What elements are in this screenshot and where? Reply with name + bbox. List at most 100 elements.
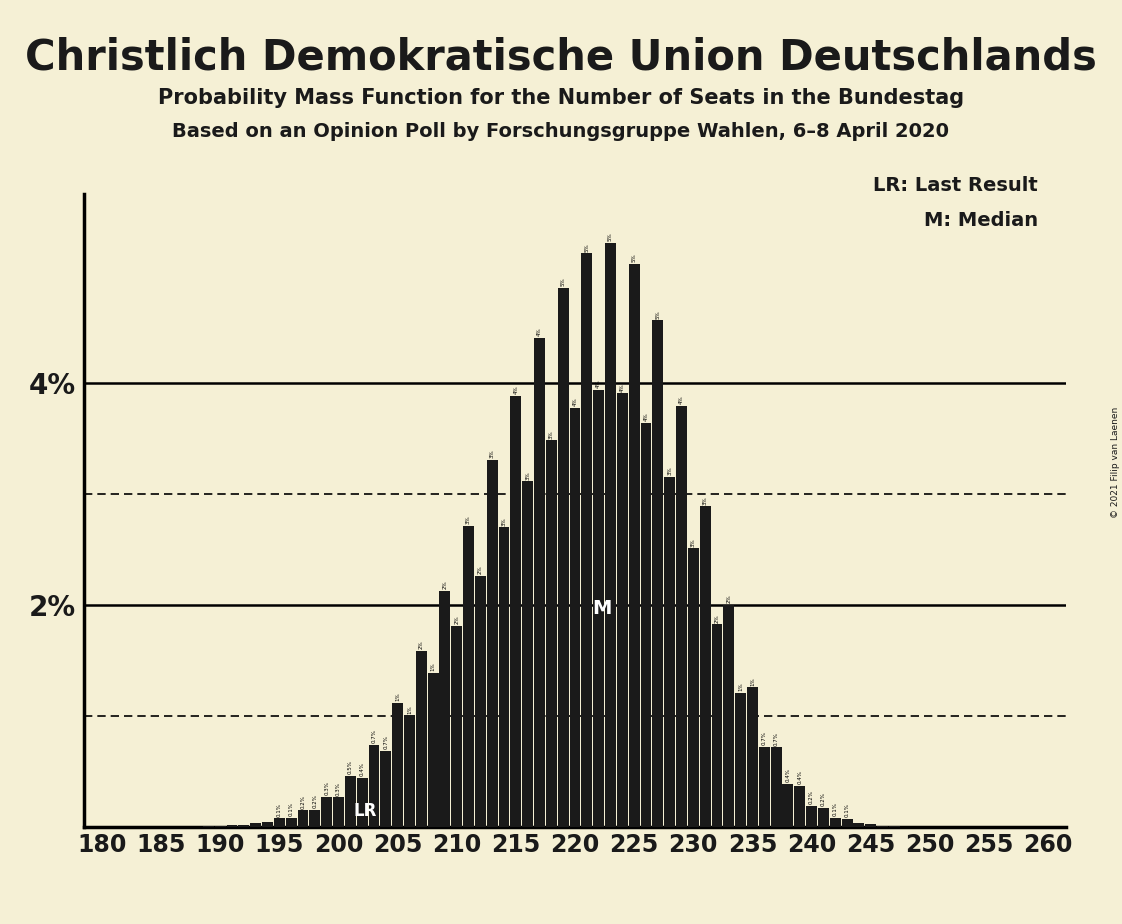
Text: 3%: 3% xyxy=(502,517,506,526)
Bar xyxy=(664,477,675,827)
Bar xyxy=(830,818,840,827)
Text: 2%: 2% xyxy=(478,565,482,575)
Text: 0.4%: 0.4% xyxy=(798,771,802,784)
Bar xyxy=(227,825,238,827)
Text: 5%: 5% xyxy=(585,243,589,251)
Text: 0.2%: 0.2% xyxy=(821,793,826,807)
Bar xyxy=(357,778,368,827)
Text: 0.1%: 0.1% xyxy=(277,803,282,817)
Bar xyxy=(416,650,426,827)
Bar xyxy=(605,242,616,827)
Text: 2%: 2% xyxy=(715,614,719,623)
Text: 0.4%: 0.4% xyxy=(360,762,365,776)
Bar xyxy=(688,548,699,827)
Bar xyxy=(794,786,806,827)
Text: 4%: 4% xyxy=(537,327,542,336)
Text: 4%: 4% xyxy=(619,383,625,392)
Bar xyxy=(440,590,450,827)
Text: 3%: 3% xyxy=(691,538,696,547)
Bar xyxy=(380,750,392,827)
Bar xyxy=(451,626,462,827)
Bar xyxy=(782,784,793,827)
Bar xyxy=(806,806,817,827)
Bar xyxy=(522,481,533,827)
Bar xyxy=(747,687,757,827)
Text: 0.7%: 0.7% xyxy=(773,732,779,746)
Text: 0.1%: 0.1% xyxy=(833,802,838,816)
Bar xyxy=(546,441,557,827)
Text: 0.2%: 0.2% xyxy=(809,790,815,804)
Bar xyxy=(404,715,415,827)
Bar xyxy=(487,459,498,827)
Bar xyxy=(427,673,439,827)
Bar xyxy=(344,775,356,827)
Text: Based on an Opinion Poll by Forschungsgruppe Wahlen, 6–8 April 2020: Based on an Opinion Poll by Forschungsgr… xyxy=(173,122,949,141)
Bar xyxy=(865,824,876,827)
Bar xyxy=(393,703,403,827)
Text: 0.5%: 0.5% xyxy=(348,760,352,774)
Text: 0.3%: 0.3% xyxy=(324,781,329,795)
Text: 0.3%: 0.3% xyxy=(335,782,341,796)
Bar xyxy=(594,390,604,827)
Bar xyxy=(617,394,628,827)
Bar xyxy=(570,408,580,827)
Bar xyxy=(321,796,332,827)
Bar xyxy=(735,693,746,827)
Bar xyxy=(238,825,249,827)
Bar xyxy=(677,406,687,827)
Text: 0.7%: 0.7% xyxy=(384,736,388,749)
Text: Probability Mass Function for the Number of Seats in the Bundestag: Probability Mass Function for the Number… xyxy=(158,88,964,108)
Text: M: M xyxy=(592,599,611,618)
Text: 1%: 1% xyxy=(738,683,743,691)
Bar xyxy=(771,748,782,827)
Bar xyxy=(758,747,770,827)
Text: 1%: 1% xyxy=(395,693,401,701)
Bar xyxy=(854,823,864,827)
Bar xyxy=(498,528,509,827)
Text: 1%: 1% xyxy=(407,705,412,713)
Text: © 2021 Filip van Laenen: © 2021 Filip van Laenen xyxy=(1111,407,1120,517)
Text: 5%: 5% xyxy=(608,232,613,241)
Text: 4%: 4% xyxy=(514,386,518,395)
Bar xyxy=(628,264,640,827)
Bar xyxy=(274,819,285,827)
Text: 3%: 3% xyxy=(489,449,495,458)
Bar xyxy=(310,810,320,827)
Text: 2%: 2% xyxy=(726,594,732,603)
Text: 0.2%: 0.2% xyxy=(301,795,305,808)
Bar xyxy=(889,826,900,827)
Bar xyxy=(652,321,663,827)
Text: 0.1%: 0.1% xyxy=(288,802,294,816)
Text: Christlich Demokratische Union Deutschlands: Christlich Demokratische Union Deutschla… xyxy=(25,37,1097,79)
Text: 4%: 4% xyxy=(679,395,684,404)
Text: 1%: 1% xyxy=(431,663,435,671)
Bar xyxy=(700,506,710,827)
Bar xyxy=(333,797,344,827)
Text: 0.4%: 0.4% xyxy=(785,768,790,782)
Text: 3%: 3% xyxy=(525,471,531,480)
Bar xyxy=(641,422,652,827)
Text: 4%: 4% xyxy=(644,412,649,421)
Bar xyxy=(214,826,226,827)
Bar xyxy=(558,288,569,827)
Bar xyxy=(286,818,296,827)
Bar xyxy=(581,253,592,827)
Bar xyxy=(711,625,723,827)
Text: 3%: 3% xyxy=(668,467,672,475)
Text: 5%: 5% xyxy=(561,278,565,286)
Text: 1%: 1% xyxy=(749,677,755,686)
Bar xyxy=(534,337,545,827)
Bar xyxy=(842,819,853,827)
Text: 3%: 3% xyxy=(466,516,471,524)
Text: 0.1%: 0.1% xyxy=(845,803,849,818)
Bar xyxy=(368,745,379,827)
Text: 3%: 3% xyxy=(702,496,708,505)
Text: 0.2%: 0.2% xyxy=(312,795,318,808)
Text: 0.7%: 0.7% xyxy=(371,729,377,743)
Text: LR: Last Result: LR: Last Result xyxy=(873,176,1038,195)
Text: M: Median: M: Median xyxy=(923,211,1038,230)
Text: 4%: 4% xyxy=(572,397,578,407)
Text: 2%: 2% xyxy=(442,580,448,589)
Text: 5%: 5% xyxy=(655,310,661,319)
Bar xyxy=(463,526,473,827)
